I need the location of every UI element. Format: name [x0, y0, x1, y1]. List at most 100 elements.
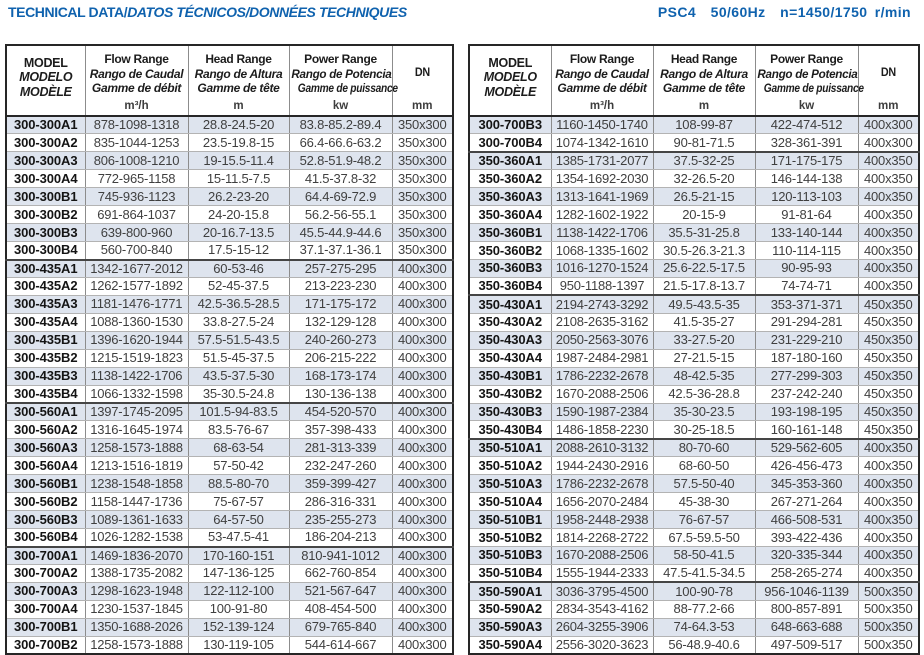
- model-cell: 300-700B3: [468, 115, 552, 135]
- dn-cell: 450x350: [857, 312, 920, 332]
- model-cell: 300-435A2: [5, 276, 86, 296]
- head-range-cell: 20-15-9: [652, 205, 756, 225]
- power-range-cell: 257-275-295: [288, 258, 393, 278]
- model-cell: 350-430B1: [468, 366, 552, 386]
- flow-range-cell: 1656-2070-2484: [550, 492, 654, 512]
- flow-column-header: Flow Range Rango de Caudal Gamme de débit m…: [550, 44, 654, 117]
- flow-range-cell: 1814-2268-2722: [550, 528, 654, 547]
- table-row: 350-590A4 2556-3020-3623 56-48.9-40.6 497-5…: [468, 635, 920, 655]
- model-cell: 350-430B2: [468, 384, 552, 404]
- head-range-cell: 130-119-105: [187, 635, 290, 655]
- table-row: 350-590A1 3036-3795-4500 100-90-78 956-1046…: [468, 581, 920, 601]
- dn-cell: 450x350: [857, 402, 920, 422]
- column-title-line: Rango de Altura: [660, 66, 748, 81]
- power-range-cell: 466-508-531: [754, 510, 859, 530]
- dn-cell: 500x350: [857, 617, 920, 637]
- table-row: 350-590A3 2604-3255-3906 74-64.3-53 648-663…: [468, 617, 920, 637]
- power-range-cell: 186-204-213: [288, 528, 393, 547]
- power-range-cell: 232-247-260: [288, 456, 393, 476]
- model-cell: 350-360B2: [468, 241, 552, 260]
- table-row: 350-360B3 1016-1270-1524 25.6-22.5-17.5 90-…: [468, 259, 920, 278]
- flow-range-cell: 1786-2232-2678: [550, 366, 654, 386]
- column-title-line: MODÈLE: [484, 84, 537, 99]
- flow-range-cell: 1786-2232-2678: [550, 474, 654, 494]
- power-range-cell: 267-271-264: [754, 492, 859, 512]
- table-row: 350-430A3 2050-2563-3076 33-27.5-20 231-229…: [468, 330, 920, 350]
- dn-cell: 400x300: [391, 528, 454, 547]
- unit-label: m³/h: [124, 100, 149, 112]
- head-range-cell: 33-27.5-20: [652, 330, 756, 350]
- power-range-cell: 120-113-103: [754, 187, 859, 207]
- flow-range-cell: 2088-2610-3132: [550, 437, 654, 458]
- model-cell: 300-700A4: [5, 599, 86, 619]
- table-row: 300-700B3 1160-1450-1740 108-99-87 422-474-…: [468, 115, 920, 135]
- dn-cell: 400x300: [391, 456, 454, 476]
- unit-label: kw: [798, 100, 815, 112]
- table-row: 300-300A2 835-1044-1253 23.5-19.8-15 66.4-6…: [5, 133, 454, 153]
- dn-cell: 350x300: [391, 169, 454, 189]
- flow-range-cell: 1396-1620-1944: [84, 330, 189, 350]
- dn-cell: 400x300: [391, 617, 454, 637]
- model-cell: 350-360A2: [468, 169, 552, 189]
- head-range-cell: 68-60-50: [652, 456, 756, 476]
- pump-spec-label: PSC4 50/60Hz n=1450/1750 r/min: [657, 4, 911, 20]
- column-title-line: DN: [414, 64, 430, 79]
- column-title-line: Power Range: [304, 52, 377, 66]
- head-range-cell: 30-25-18.5: [652, 420, 756, 440]
- table-row: 300-700B2 1258-1573-1888 130-119-105 544-61…: [5, 635, 454, 655]
- head-range-cell: 19-15.5-11.4: [187, 151, 290, 171]
- flow-range-cell: 1238-1548-1858: [84, 474, 189, 494]
- flow-range-cell: 745-936-1123: [84, 187, 189, 207]
- model-cell: 350-510A2: [468, 456, 552, 476]
- power-column-header: Power Range Rango de Potencia Gamme de pui…: [288, 44, 398, 117]
- flow-range-cell: 1213-1516-1819: [84, 456, 189, 476]
- column-title-line: Gamme de puissance: [763, 81, 864, 95]
- table-row: 350-360A4 1282-1602-1922 20-15-9 91-81-64 40…: [468, 205, 920, 225]
- table-row: 300-700B4 1074-1342-1610 90-81-71.5 328-361…: [468, 133, 920, 153]
- flow-range-cell: 1158-1447-1736: [84, 492, 189, 512]
- column-title-line: MODEL: [23, 55, 68, 70]
- flow-range-cell: 1160-1450-1740: [550, 115, 654, 135]
- power-range-cell: 956-1046-1139: [754, 581, 859, 601]
- head-range-cell: 20-16.7-13.5: [187, 223, 290, 243]
- head-column-header: Head Range Rango de Altura Gamme de tête m: [652, 44, 756, 117]
- head-range-cell: 21.5-17.8-13.7: [652, 276, 756, 296]
- head-range-cell: 35.5-31-25.8: [652, 223, 756, 243]
- dn-cell: 400x300: [391, 510, 454, 530]
- model-cell: 350-360B3: [468, 259, 552, 278]
- dn-cell: 450x350: [857, 420, 920, 440]
- power-range-cell: 130-136-138: [288, 384, 393, 404]
- column-title-line: Flow Range: [569, 52, 635, 66]
- power-range-cell: 291-294-281: [754, 312, 859, 332]
- head-range-cell: 37.5-32-25: [652, 150, 756, 171]
- power-range-cell: 45.5-44.9-44.6: [288, 223, 393, 243]
- model-cell: 300-435B1: [5, 330, 86, 350]
- page-title: TECHNICAL DATA/DATOS TÉCNICOS/DONNÉES TE…: [8, 4, 407, 20]
- head-range-cell: 52-45-37.5: [187, 276, 290, 296]
- flow-range-cell: 1385-1731-2077: [550, 150, 654, 171]
- flow-range-cell: 1074-1342-1610: [550, 133, 654, 153]
- flow-range-cell: 1068-1335-1602: [550, 241, 654, 260]
- power-range-cell: 193-198-195: [754, 402, 859, 422]
- head-range-cell: 43.5-37.5-30: [187, 366, 290, 386]
- table-row: 350-360B2 1068-1335-1602 30.5-26.3-21.3 110…: [468, 241, 920, 260]
- dn-cell: 400x350: [857, 492, 920, 512]
- model-cell: 300-435B4: [5, 384, 86, 404]
- head-range-cell: 48-42.5-35: [652, 366, 756, 386]
- table-row: 300-300A4 772-965-1158 15-11.5-7.5 41.5-37.…: [5, 169, 454, 189]
- power-range-cell: 800-857-891: [754, 599, 859, 619]
- table-row: 300-435B3 1138-1422-1706 43.5-37.5-30 168-1…: [5, 366, 454, 386]
- table-row: 300-435B2 1215-1519-1823 51.5-45-37.5 206-2…: [5, 348, 454, 368]
- dn-cell: 350x300: [391, 205, 454, 225]
- head-range-cell: 47.5-41.5-34.5: [652, 563, 756, 583]
- dn-cell: 400x300: [391, 474, 454, 494]
- table-row: 300-560B3 1089-1361-1633 64-57-50 235-255-2…: [5, 510, 454, 530]
- pump-data-table-left: MODEL MODELO MODÈLE Flow Range Rango de Caud…: [5, 44, 454, 655]
- dn-cell: 350x300: [391, 241, 454, 260]
- model-cell: 300-300B2: [5, 205, 86, 225]
- unit-label: m³/h: [589, 100, 615, 112]
- power-range-cell: 320-335-344: [754, 546, 859, 565]
- model-cell: 300-300A1: [5, 115, 86, 135]
- power-range-cell: 529-562-605: [754, 437, 859, 458]
- flow-range-cell: 878-1098-1318: [84, 115, 189, 135]
